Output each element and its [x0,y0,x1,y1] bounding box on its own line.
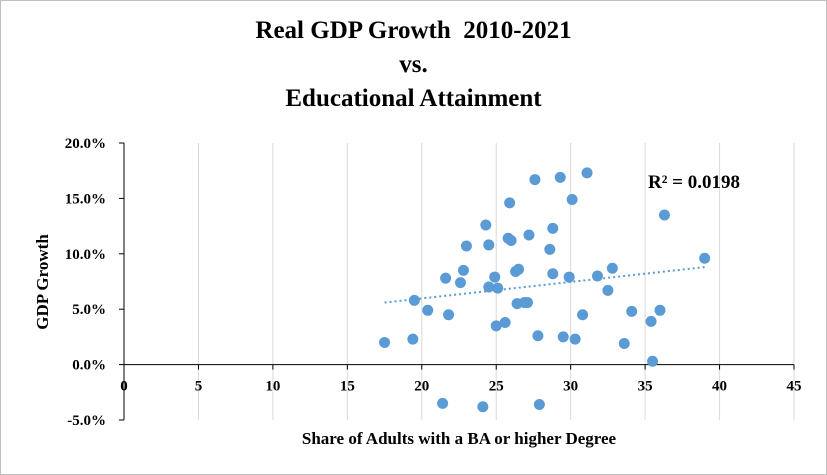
data-point [483,239,495,251]
data-point [566,194,578,206]
x-tick-label: 45 [787,379,802,395]
y-axis-label: GDP Growth [33,234,52,330]
data-point [569,333,581,345]
x-tick-label: 40 [712,379,727,395]
data-point [581,167,593,179]
data-point [577,309,589,321]
y-tick-label: -5.0% [67,413,106,429]
data-point [437,397,449,409]
x-tick-label: 10 [265,379,280,395]
y-tick-label: 0.0% [72,358,106,374]
x-tick-label: 35 [638,379,653,395]
data-point [477,401,489,413]
chart-title-line-1: Real GDP Growth 2010-2021 [255,17,572,44]
data-point [505,235,517,247]
data-point [532,330,544,342]
data-point [533,398,545,410]
data-point [513,263,525,275]
y-tick-label: 15.0% [65,191,106,207]
data-point [563,271,575,283]
x-tick-label: 30 [563,379,578,395]
data-point [647,355,659,367]
data-point [529,174,541,186]
y-tick-label: 10.0% [65,247,106,263]
data-point [379,336,391,348]
data-point [606,262,618,274]
data-point [499,316,511,328]
data-point [523,229,535,241]
r-squared-annotation: R² = 0.0198 [648,172,740,193]
x-tick-label: 5 [195,379,203,395]
trendline-layer [384,266,705,304]
chart-title: Real GDP Growth 2010-2021 vs. Educationa… [0,14,827,116]
data-point [440,272,452,284]
trendline [384,266,705,304]
y-tick-label: 20.0% [65,136,106,152]
data-point [602,284,614,296]
data-point [460,240,472,252]
tick-labels: 0 5 10 15 20 25 30 35 40 45 -5.0% 0.0% 5.0% 10.0% 15.0… [65,136,802,429]
data-point [407,333,419,345]
data-point [645,315,657,327]
data-point [654,304,666,316]
x-tick-label: 25 [489,379,504,395]
x-tick-label: 0 [120,379,128,395]
chart-title-line-2: vs. [399,51,428,78]
data-point [658,209,670,221]
data-point [443,309,455,321]
data-point [618,338,630,350]
data-point [626,305,638,317]
data-point [547,268,559,280]
data-point [699,252,711,264]
data-point [492,282,504,294]
x-tick-label: 20 [414,379,429,395]
data-point [521,297,533,309]
data-point [490,320,502,332]
data-point [544,243,556,255]
data-point [504,197,516,209]
data-point [557,331,569,343]
y-tick-label: 5.0% [72,302,106,318]
data-point [457,264,469,276]
data-point [489,271,501,283]
x-axis-label: Share of Adults with a BA or higher Degr… [302,429,617,448]
x-tick-label: 15 [340,379,355,395]
data-point [422,304,434,316]
data-point [483,281,495,293]
data-point [454,277,466,289]
axes [119,142,795,421]
data-points [379,167,711,413]
data-point [554,171,566,183]
chart-title-line-3: Educational Attainment [285,85,542,112]
data-point [547,222,559,234]
data-point [591,270,603,282]
data-point [408,294,420,306]
data-point [480,219,492,231]
